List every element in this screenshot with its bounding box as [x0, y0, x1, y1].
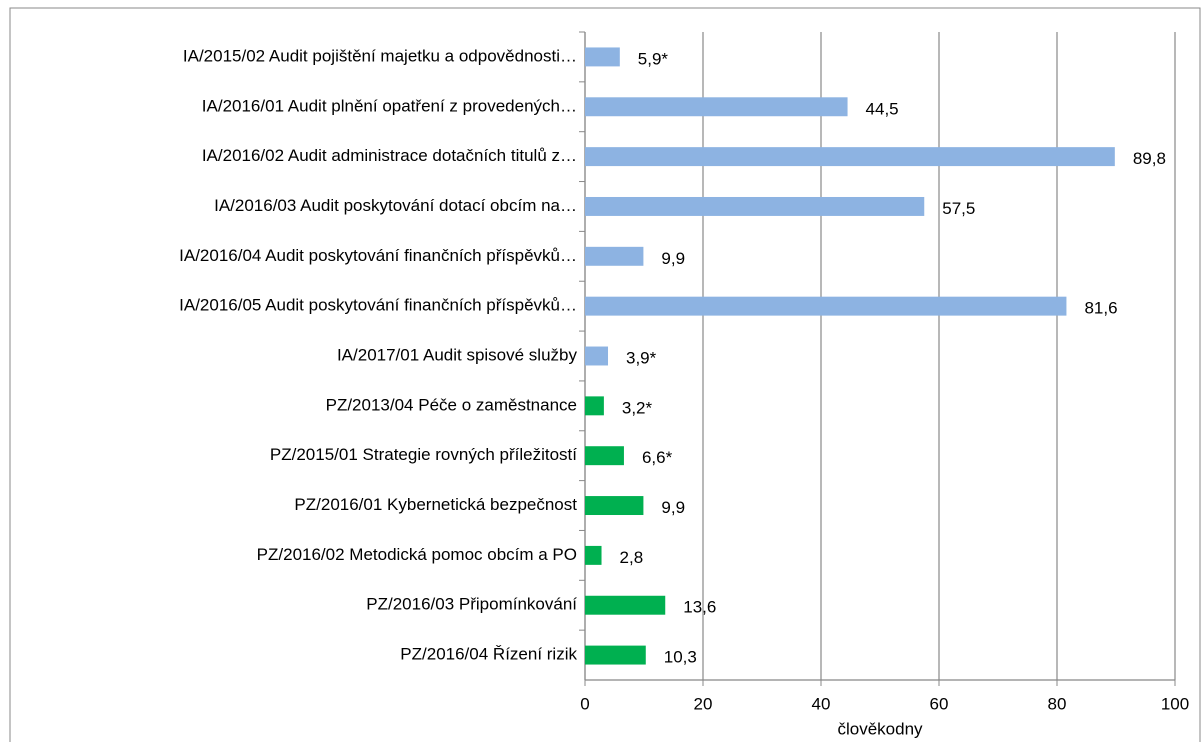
y-tick-label: IA/2016/01 Audit plnění opatření z prove… — [202, 96, 577, 115]
x-tick-label: 20 — [694, 694, 713, 713]
y-tick-label: IA/2016/04 Audit poskytování finančních … — [179, 246, 577, 265]
y-tick-label: PZ/2016/01 Kybernetická bezpečnost — [294, 495, 577, 514]
data-label: 81,6 — [1084, 299, 1117, 318]
bar — [585, 396, 604, 416]
bar — [585, 645, 646, 665]
data-label: 3,9* — [626, 348, 657, 367]
data-label: 9,9 — [661, 249, 685, 268]
y-tick-label: IA/2015/02 Audit pojištění majetku a odp… — [183, 46, 577, 65]
y-tick-label: PZ/2016/04 Řízení rizik — [400, 645, 577, 664]
y-tick-label: PZ/2015/01 Strategie rovných příležitost… — [270, 445, 577, 464]
y-tick-label: PZ/2016/03 Připomínkování — [366, 595, 577, 614]
chart-frame — [9, 7, 1201, 742]
data-label: 10,3 — [664, 648, 697, 667]
y-tick-label: PZ/2016/02 Metodická pomoc obcím a PO — [257, 545, 577, 564]
y-tick-label: IA/2017/01 Audit spisové služby — [337, 345, 578, 364]
data-label: 13,6 — [683, 598, 716, 617]
x-tick-label: 60 — [930, 694, 949, 713]
bar — [585, 296, 1067, 316]
bar — [585, 446, 624, 466]
data-label: 9,9 — [661, 498, 685, 517]
y-tick-label: IA/2016/05 Audit poskytování finančních … — [179, 296, 577, 315]
x-tick-label: 80 — [1048, 694, 1067, 713]
y-tick-label: IA/2016/02 Audit administrace dotačních … — [202, 146, 577, 165]
x-tick-label: 100 — [1161, 694, 1189, 713]
data-label: 44,5 — [866, 99, 899, 118]
y-tick-label: PZ/2013/04 Péče o zaměstnance — [326, 395, 577, 414]
data-label: 2,8 — [620, 548, 644, 567]
data-label: 5,9* — [638, 49, 669, 68]
bar — [585, 246, 644, 266]
data-label: 57,5 — [942, 199, 975, 218]
bar — [585, 196, 925, 216]
bar — [585, 97, 848, 117]
bar — [585, 545, 602, 565]
data-label: 89,8 — [1133, 149, 1166, 168]
y-tick-label: IA/2016/03 Audit poskytování dotací obcí… — [214, 196, 577, 215]
x-axis-label: člověkodny — [837, 719, 923, 738]
data-label: 3,2* — [622, 398, 653, 417]
x-tick-label: 40 — [812, 694, 831, 713]
x-tick-label: 0 — [580, 694, 589, 713]
bar — [585, 595, 666, 615]
bar — [585, 346, 609, 366]
bar — [585, 147, 1115, 167]
bar — [585, 496, 644, 516]
bar — [585, 47, 620, 67]
data-label: 6,6* — [642, 448, 673, 467]
